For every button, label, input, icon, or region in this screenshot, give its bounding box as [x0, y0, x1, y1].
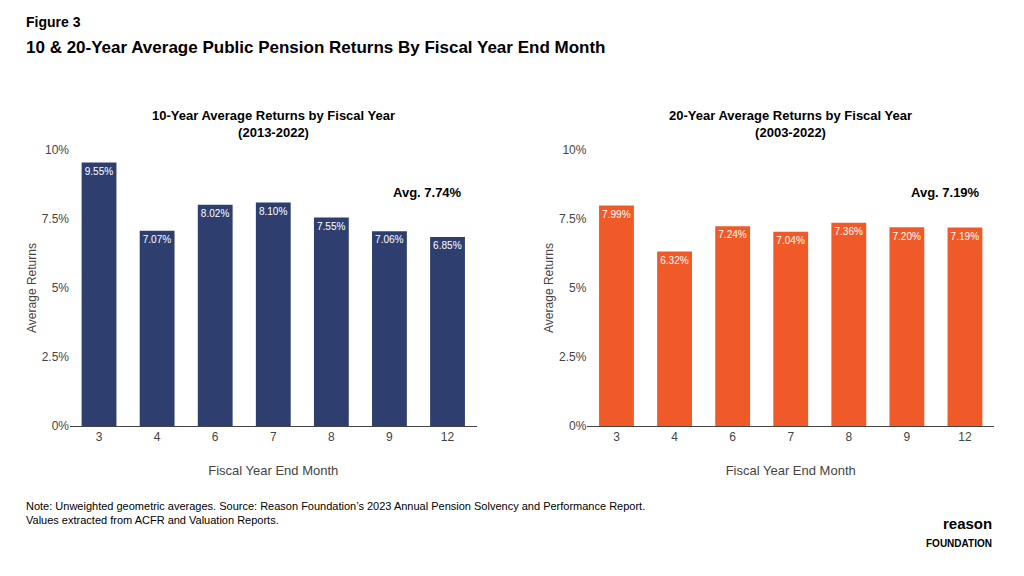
- svg-text:7.07%: 7.07%: [143, 234, 172, 245]
- svg-text:8: 8: [328, 430, 335, 444]
- svg-text:3: 3: [613, 430, 620, 444]
- svg-text:Average Returns: Average Returns: [25, 243, 39, 333]
- svg-text:7.04%: 7.04%: [776, 235, 805, 246]
- svg-text:0%: 0%: [569, 419, 587, 433]
- svg-text:6: 6: [729, 430, 736, 444]
- svg-text:9: 9: [904, 430, 911, 444]
- svg-text:12: 12: [958, 430, 972, 444]
- svg-text:9.55%: 9.55%: [85, 166, 114, 177]
- svg-text:8: 8: [845, 430, 852, 444]
- svg-text:7.5%: 7.5%: [42, 212, 70, 226]
- svg-text:8.02%: 8.02%: [201, 208, 230, 219]
- svg-text:10-Year Average Returns by Fis: 10-Year Average Returns by Fiscal Year(2…: [152, 108, 395, 140]
- svg-text:7.19%: 7.19%: [951, 231, 980, 242]
- svg-text:10 & 20-Year Average Public Pe: 10 & 20-Year Average Public Pension Retu…: [26, 38, 605, 57]
- svg-text:7.5%: 7.5%: [559, 212, 587, 226]
- svg-text:Note: Unweighted geometric ave: Note: Unweighted geometric averages. Sou…: [26, 500, 645, 526]
- svg-text:7.99%: 7.99%: [602, 209, 631, 220]
- svg-text:FOUNDATION: FOUNDATION: [926, 538, 992, 549]
- svg-text:7.55%: 7.55%: [317, 221, 346, 232]
- svg-text:Fiscal Year End Month: Fiscal Year End Month: [726, 463, 856, 478]
- svg-text:10%: 10%: [45, 143, 69, 157]
- svg-text:9: 9: [386, 430, 393, 444]
- svg-text:2.5%: 2.5%: [559, 350, 587, 364]
- svg-text:8.10%: 8.10%: [259, 206, 288, 217]
- svg-text:12: 12: [441, 430, 455, 444]
- svg-text:Figure 3: Figure 3: [26, 14, 81, 30]
- svg-text:Avg. 7.74%: Avg. 7.74%: [393, 185, 462, 200]
- svg-text:5%: 5%: [52, 281, 70, 295]
- svg-text:7: 7: [270, 430, 277, 444]
- svg-text:10%: 10%: [562, 143, 586, 157]
- svg-text:7.36%: 7.36%: [834, 226, 863, 237]
- svg-text:0%: 0%: [52, 419, 70, 433]
- svg-text:4: 4: [671, 430, 678, 444]
- svg-text:reason: reason: [943, 515, 992, 532]
- svg-text:2.5%: 2.5%: [42, 350, 70, 364]
- svg-text:Average Returns: Average Returns: [542, 243, 556, 333]
- svg-text:7.06%: 7.06%: [375, 234, 404, 245]
- svg-text:5%: 5%: [569, 281, 587, 295]
- svg-text:Fiscal Year End Month: Fiscal Year End Month: [208, 463, 338, 478]
- svg-text:7.20%: 7.20%: [892, 231, 921, 242]
- svg-text:6: 6: [212, 430, 219, 444]
- svg-text:3: 3: [96, 430, 103, 444]
- svg-text:7: 7: [787, 430, 794, 444]
- svg-text:4: 4: [154, 430, 161, 444]
- svg-text:20-Year Average Returns by Fis: 20-Year Average Returns by Fiscal Year(2…: [669, 108, 912, 140]
- svg-text:7.24%: 7.24%: [718, 229, 747, 240]
- svg-text:Avg. 7.19%: Avg. 7.19%: [911, 185, 980, 200]
- svg-text:6.32%: 6.32%: [660, 255, 689, 266]
- svg-text:6.85%: 6.85%: [433, 240, 462, 251]
